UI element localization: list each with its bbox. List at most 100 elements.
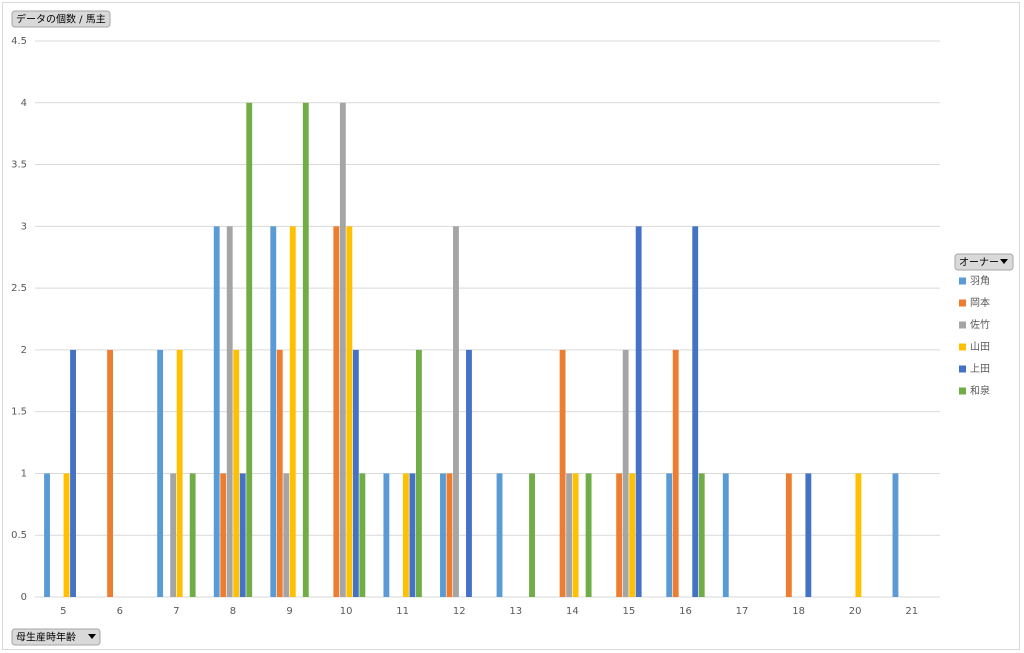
bar [189,473,196,597]
bar [785,473,792,597]
bar [339,102,346,598]
bar [698,473,705,597]
y-tick-label: 2 [21,345,27,356]
x-tick-label: 13 [509,606,522,617]
bar [415,349,422,597]
bar [453,226,459,598]
bar [246,102,253,598]
y-tick-label: 0 [21,592,27,603]
button-label: 母生産時年齢 [16,631,76,644]
legend-swatch [959,343,966,351]
bar [239,473,246,597]
bar [559,349,566,597]
bar [170,473,177,597]
y-tick-label: 4.5 [11,36,27,47]
legend-field-button[interactable]: オーナー [954,253,1014,271]
bar [107,349,114,597]
bar [302,102,309,598]
button-label: オーナー [959,257,999,269]
x-tick-label: 12 [453,606,466,617]
x-tick-label: 14 [566,606,579,617]
bar [409,473,416,597]
bar [346,226,353,598]
dropdown-arrow [88,634,96,639]
legend-swatch [959,365,966,373]
legend-label: 羽角 [970,275,990,287]
legend-label: 佐竹 [970,318,990,331]
bar [855,473,862,597]
y-tick-label: 0.5 [11,530,27,541]
legend-swatch [959,321,966,329]
y-tick-label: 1 [21,468,27,479]
bar [666,473,673,597]
x-tick-label: 16 [679,606,692,617]
dropdown-arrow [1000,259,1008,264]
legend-swatch [959,387,966,395]
button-bg [11,10,111,28]
legend-label: 岡本 [970,296,990,309]
legend-label: 上田 [970,363,990,375]
bar [622,349,629,597]
bar [672,349,679,597]
button-bg [954,253,1014,271]
x-tick-label: 20 [849,606,862,617]
bar [283,473,290,597]
bar [616,473,623,597]
value-field-button[interactable]: データの個数 / 馬主 [11,10,111,28]
x-tick-label: 17 [736,606,749,617]
bar [44,473,50,597]
legend-swatch [959,277,966,285]
bar [213,226,220,598]
x-tick-label: 18 [792,606,805,617]
bar [892,473,899,597]
bar [226,226,233,598]
bar [572,473,579,597]
bar [635,226,642,598]
x-tick-label: 9 [286,606,292,617]
bar [402,473,409,597]
bar [70,349,76,597]
bar [805,473,812,597]
bar [333,226,340,598]
x-tick-label: 8 [230,606,236,617]
axis-field-button[interactable]: 母生産時年齢 [11,628,101,646]
y-tick-label: 2.5 [11,283,27,294]
y-tick-label: 3.5 [11,160,27,171]
x-tick-label: 6 [117,606,123,617]
y-tick-label: 3 [21,221,27,232]
legend-swatch [959,299,966,307]
bar [220,473,227,597]
x-tick-label: 11 [396,606,409,617]
bar [63,473,70,597]
bar [722,473,729,597]
x-tick-label: 5 [60,606,66,617]
y-tick-label: 1.5 [11,407,27,418]
x-tick-label: 21 [905,606,918,617]
button-label: データの個数 / 馬主 [16,13,106,26]
x-tick-label: 10 [340,606,353,617]
bar [289,226,296,598]
bar [176,349,183,597]
bar [157,349,164,597]
y-tick-label: 4 [21,98,27,109]
bar [359,473,366,597]
legend-label: 和泉 [970,384,990,397]
bar [270,226,277,598]
bar [446,473,453,597]
bar [629,473,636,597]
bar [566,473,573,597]
bar [496,473,503,597]
bar [233,349,240,597]
legend-label: 山田 [970,341,990,353]
x-tick-label: 7 [173,606,179,617]
bar [466,349,472,597]
x-tick-label: 15 [623,606,636,617]
bar [440,473,446,597]
bar [585,473,592,597]
bar [692,226,699,598]
bar [529,473,535,597]
bar [276,349,283,597]
bar [352,349,359,597]
